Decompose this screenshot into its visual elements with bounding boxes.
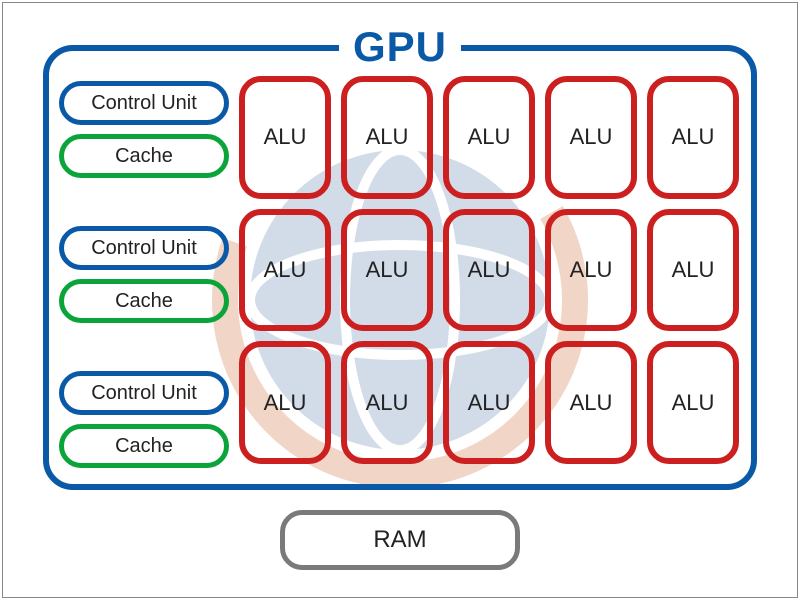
control-unit-box: Control Unit bbox=[59, 371, 229, 415]
spacer bbox=[59, 187, 229, 217]
spacer bbox=[59, 332, 229, 362]
cache-box: Cache bbox=[59, 424, 229, 468]
alu-box: ALU bbox=[341, 341, 433, 464]
alu-box: ALU bbox=[443, 209, 535, 332]
alu-box: ALU bbox=[443, 341, 535, 464]
gpu-container: GPU Control Unit Cache Control Unit Cach… bbox=[43, 45, 757, 490]
alu-box: ALU bbox=[647, 209, 739, 332]
control-unit-box: Control Unit bbox=[59, 81, 229, 125]
control-unit-box: Control Unit bbox=[59, 226, 229, 270]
alu-box: ALU bbox=[545, 209, 637, 332]
alu-box: ALU bbox=[341, 209, 433, 332]
alu-box: ALU bbox=[647, 76, 739, 199]
left-column: Control Unit Cache Control Unit Cache Co… bbox=[59, 81, 229, 468]
alu-box: ALU bbox=[341, 76, 433, 199]
alu-box: ALU bbox=[239, 209, 331, 332]
alu-box: ALU bbox=[545, 76, 637, 199]
alu-box: ALU bbox=[443, 76, 535, 199]
ram-box: RAM bbox=[280, 510, 520, 570]
cache-box: Cache bbox=[59, 134, 229, 178]
alu-box: ALU bbox=[239, 341, 331, 464]
alu-box: ALU bbox=[239, 76, 331, 199]
cache-box: Cache bbox=[59, 279, 229, 323]
alu-box: ALU bbox=[647, 341, 739, 464]
gpu-title: GPU bbox=[339, 23, 461, 71]
alu-grid: ALU ALU ALU ALU ALU ALU ALU ALU ALU ALU … bbox=[239, 76, 739, 464]
alu-box: ALU bbox=[545, 341, 637, 464]
